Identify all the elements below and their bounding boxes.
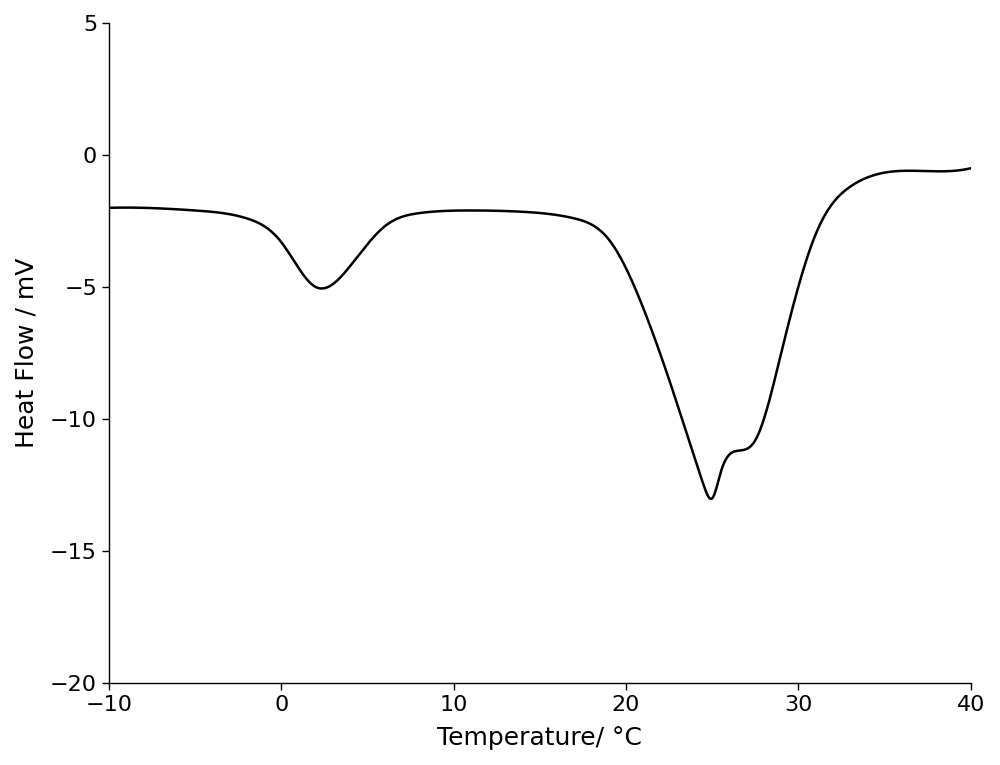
Y-axis label: Heat Flow / mV: Heat Flow / mV <box>15 258 39 448</box>
X-axis label: Temperature/ °C: Temperature/ °C <box>437 726 642 750</box>
